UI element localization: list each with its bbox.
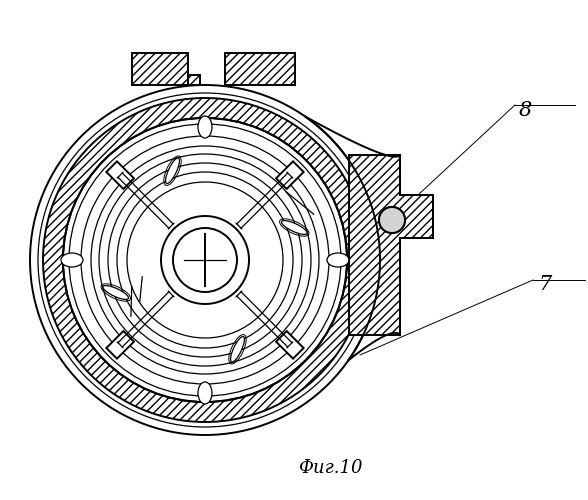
Ellipse shape xyxy=(61,253,83,267)
Polygon shape xyxy=(276,162,303,189)
Polygon shape xyxy=(349,155,433,335)
Wedge shape xyxy=(69,124,341,396)
Ellipse shape xyxy=(166,158,179,184)
Polygon shape xyxy=(276,331,303,358)
Ellipse shape xyxy=(282,220,307,234)
Circle shape xyxy=(161,216,249,304)
Text: Фиг.10: Фиг.10 xyxy=(298,459,362,477)
Ellipse shape xyxy=(327,253,349,267)
Circle shape xyxy=(173,228,237,292)
Ellipse shape xyxy=(103,286,129,300)
Wedge shape xyxy=(43,98,367,422)
Circle shape xyxy=(379,207,405,233)
Text: 7: 7 xyxy=(539,276,552,294)
Ellipse shape xyxy=(198,116,212,138)
Polygon shape xyxy=(106,162,134,189)
Text: 8: 8 xyxy=(519,100,532,119)
Ellipse shape xyxy=(198,382,212,404)
Ellipse shape xyxy=(230,336,245,362)
Polygon shape xyxy=(106,331,134,358)
Polygon shape xyxy=(188,75,200,85)
Polygon shape xyxy=(225,53,295,85)
Circle shape xyxy=(379,207,405,233)
Polygon shape xyxy=(132,53,188,85)
